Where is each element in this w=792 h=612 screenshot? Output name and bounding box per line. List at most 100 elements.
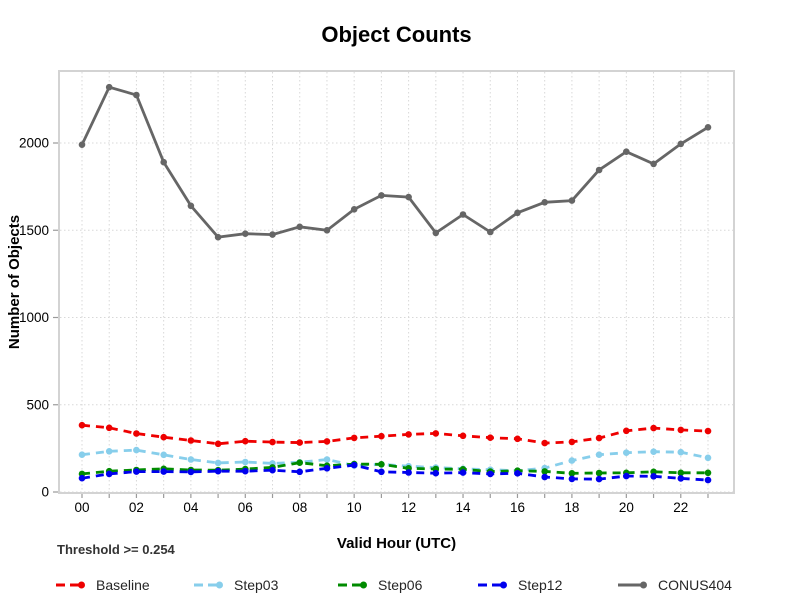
data-point — [568, 457, 576, 464]
data-point — [650, 473, 657, 480]
data-point — [78, 474, 86, 482]
legend-item-baseline: Baseline — [55, 576, 150, 594]
data-point — [323, 456, 331, 463]
x-tick-label: 12 — [401, 500, 416, 515]
data-point — [105, 470, 113, 478]
legend-swatch-baseline — [56, 581, 85, 589]
data-point — [541, 473, 548, 481]
data-point — [595, 451, 603, 459]
data-point — [432, 430, 440, 437]
legend-swatch-step06 — [338, 581, 367, 589]
data-point — [677, 475, 685, 482]
data-point — [514, 209, 521, 217]
x-tick-label: 10 — [347, 500, 362, 515]
data-point — [214, 440, 222, 448]
data-point — [187, 468, 195, 476]
data-point — [242, 230, 249, 237]
data-point — [296, 468, 304, 476]
data-point — [242, 467, 249, 475]
legend-label: Step03 — [234, 577, 279, 593]
data-point — [269, 466, 276, 474]
data-point — [677, 140, 685, 148]
data-point — [623, 148, 630, 155]
y-tick-label: 0 — [41, 485, 49, 500]
chart-title: Object Counts — [321, 22, 472, 47]
data-point — [514, 470, 521, 477]
data-point — [269, 231, 276, 238]
data-point — [187, 202, 195, 210]
series-conus404 — [78, 83, 712, 241]
data-point — [133, 91, 140, 99]
data-point — [623, 427, 630, 435]
data-point — [350, 461, 358, 469]
data-point — [595, 166, 603, 174]
data-point — [78, 421, 86, 429]
data-point — [650, 424, 657, 432]
legend-item-step06: Step06 — [337, 576, 422, 594]
data-point — [432, 229, 440, 237]
x-tick-label: 04 — [183, 500, 199, 515]
data-point — [459, 469, 467, 476]
x-tick-label: 18 — [564, 500, 579, 515]
series-baseline — [78, 421, 712, 448]
data-point — [595, 475, 603, 483]
data-point — [296, 223, 304, 231]
data-point — [704, 469, 712, 477]
data-point — [296, 439, 304, 446]
data-point — [78, 451, 86, 459]
data-point — [568, 470, 576, 477]
data-point — [541, 468, 548, 475]
data-point — [242, 437, 249, 445]
plot-border — [58, 70, 735, 494]
data-point — [105, 424, 113, 432]
data-point — [187, 437, 195, 444]
data-point — [350, 434, 358, 442]
legend-dot — [360, 581, 367, 589]
series-line — [80, 85, 709, 239]
x-tick-label: 02 — [129, 500, 144, 515]
data-point — [350, 206, 358, 213]
data-point — [623, 472, 630, 480]
data-point — [105, 83, 113, 91]
data-point — [459, 211, 467, 218]
legend-dot — [216, 581, 223, 589]
x-tick-label: 14 — [456, 500, 472, 515]
legend-dot — [78, 581, 85, 589]
legend-item-step12: Step12 — [477, 576, 562, 594]
data-point — [432, 469, 440, 477]
data-point — [160, 158, 167, 166]
data-point — [650, 448, 657, 456]
data-point — [704, 454, 712, 462]
data-point — [214, 467, 222, 475]
data-point — [704, 476, 712, 484]
data-point — [405, 193, 412, 201]
data-point — [514, 435, 521, 443]
y-tick-label: 500 — [26, 397, 49, 412]
data-point — [677, 426, 685, 434]
data-point — [133, 430, 140, 437]
legend-item-conus404: CONUS404 — [617, 576, 732, 594]
data-point — [459, 432, 467, 440]
series-line — [81, 461, 708, 476]
y-tick-label: 1000 — [19, 310, 49, 325]
data-point — [378, 461, 385, 468]
series-step12 — [78, 461, 712, 484]
series-line — [81, 463, 709, 482]
data-point — [323, 438, 331, 445]
data-point — [405, 469, 412, 476]
x-axis-label: Valid Hour (UTC) — [336, 535, 457, 552]
legend-label: Baseline — [96, 577, 150, 593]
data-point — [677, 469, 685, 477]
data-point — [568, 197, 576, 204]
x-tick-label: 06 — [238, 500, 253, 515]
data-point — [214, 459, 222, 467]
legend-dot — [640, 581, 647, 589]
legend-swatch-step03 — [194, 581, 223, 589]
data-point — [568, 438, 576, 446]
data-point — [595, 434, 603, 442]
data-point — [269, 438, 276, 446]
data-point — [378, 432, 385, 440]
legend-label: Step12 — [518, 577, 563, 593]
threshold-label: Threshold >= 0.254 — [57, 542, 175, 557]
